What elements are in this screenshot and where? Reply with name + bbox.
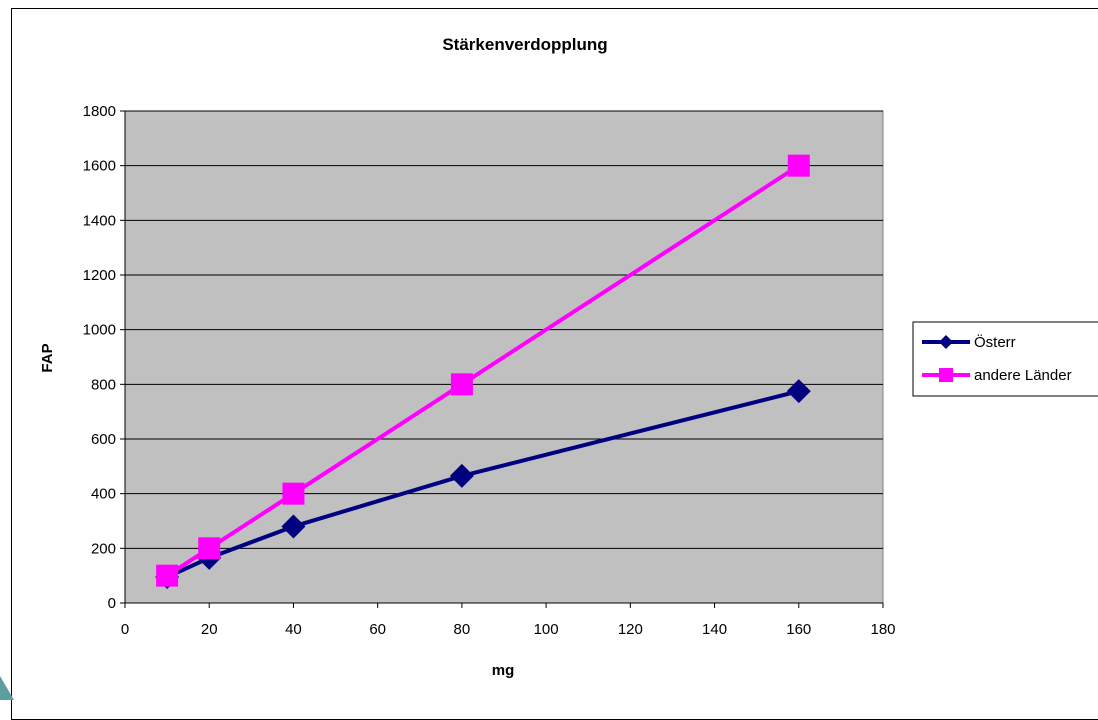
y-tick-label: 1600: [83, 158, 116, 175]
legend-box: [912, 321, 1098, 397]
y-tick-label: 1400: [83, 212, 116, 229]
x-tick-label: 20: [201, 621, 218, 638]
data-point-marker: [282, 482, 305, 505]
legend-item: Österr: [922, 333, 1016, 351]
x-tick-label: 180: [870, 621, 895, 638]
x-tick-label: 80: [454, 621, 471, 638]
data-point-marker: [156, 564, 179, 587]
x-tick-label: 140: [702, 621, 727, 638]
data-point-marker: [787, 154, 810, 177]
series-group: [155, 154, 811, 590]
y-tick-label: 1000: [83, 322, 116, 339]
y-tick-label: 1200: [83, 267, 116, 284]
legend-label: Österr: [974, 333, 1016, 351]
data-point-marker: [449, 463, 474, 488]
data-point-marker: [198, 537, 221, 560]
x-tick-labels: 0 20 40 60 80 100 120 140 160 180: [121, 621, 896, 638]
data-point-marker: [281, 514, 306, 539]
y-axis-label: FAP: [39, 343, 56, 372]
legend-marker: [939, 368, 953, 382]
x-tick-label: 0: [121, 621, 129, 638]
legend-item: andere Länder: [922, 367, 1072, 384]
data-point-marker: [450, 373, 473, 396]
y-tick-label: 200: [91, 540, 116, 557]
x-tick-label: 160: [786, 621, 811, 638]
legend-label: andere Länder: [974, 367, 1072, 384]
x-tick-label: 40: [285, 621, 302, 638]
series-2: [156, 154, 810, 587]
x-tick-label: 100: [534, 621, 559, 638]
chart-title: Stärkenverdopplung: [442, 35, 607, 54]
legend-marker: [939, 335, 953, 349]
y-tick-label: 1800: [83, 103, 116, 120]
y-tick-label: 800: [91, 376, 116, 393]
y-tick-label: 600: [91, 431, 116, 448]
y-tick-label: 400: [91, 486, 116, 503]
x-tick-label: 120: [618, 621, 643, 638]
y-tick-label: 0: [108, 595, 116, 612]
corner-decoration: [0, 676, 14, 700]
data-point-marker: [786, 379, 811, 404]
y-tick-labels: 0 200 400 600 800 1000 1200 1400 1600 1800: [83, 103, 116, 612]
axes: [124, 111, 883, 604]
line-chart: 0 200 400 600 800 1000 1200 1400 1600 1800 0 20 40 6…: [39, 35, 1098, 679]
series-1: [155, 379, 811, 590]
legend: Österr andere Länder: [912, 321, 1098, 397]
gridlines: [120, 110, 884, 608]
x-axis-label: mg: [492, 662, 515, 679]
x-tick-label: 60: [369, 621, 386, 638]
